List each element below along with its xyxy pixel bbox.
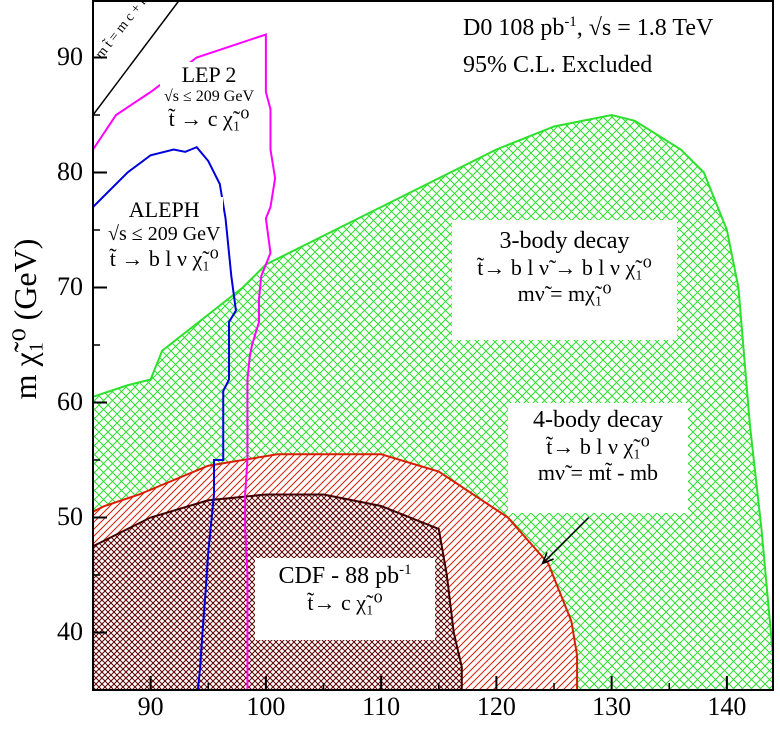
aleph-label: ALEPH √s ≤ 209 GeV t̃ → b l ν χ̃₁⁰ — [106, 197, 223, 272]
x-tick-label: 130 — [592, 692, 632, 721]
y-tick-label: 60 — [57, 386, 83, 416]
header-line-2: 95% C.L. Excluded — [463, 52, 653, 78]
arrow-head — [541, 552, 554, 565]
y-tick-label: 70 — [57, 271, 83, 301]
y-axis-label: m χ̃₁⁰ (GeV) — [7, 238, 43, 400]
y-tick-label: 40 — [57, 616, 83, 646]
kinematic-limit-line — [93, 0, 181, 116]
arrow-4-body — [541, 516, 590, 565]
x-tick-label: 110 — [362, 692, 401, 721]
y-tick-label: 50 — [57, 501, 83, 531]
four-body-label: 4-body decay t̃→ b l ν χ̃₁⁰ mν̃ = mt̃ - … — [508, 403, 688, 513]
lep2-label: LEP 2 √s ≤ 209 GeV t̃ → c χ̃₁⁰ — [160, 62, 258, 132]
cdf-label: CDF - 88 pb-1 t̃→ c χ̃₁⁰ — [255, 558, 435, 640]
y-tick-label: 80 — [57, 156, 83, 186]
x-tick-label: 100 — [246, 692, 286, 721]
curve-lep-2 — [93, 33, 277, 690]
x-tick-label: 120 — [476, 692, 516, 721]
x-tick-label: 90 — [137, 692, 164, 721]
y-tick-label: 90 — [57, 41, 83, 71]
curve-aleph — [93, 146, 237, 690]
x-tick-label: 140 — [707, 692, 747, 721]
three-body-label: 3-body decay t̃→ b l ν̃ → b l ν χ̃₁⁰ mν̃… — [452, 220, 677, 340]
header-line-1: D0 108 pb-1, √s = 1.8 TeV — [463, 14, 714, 41]
